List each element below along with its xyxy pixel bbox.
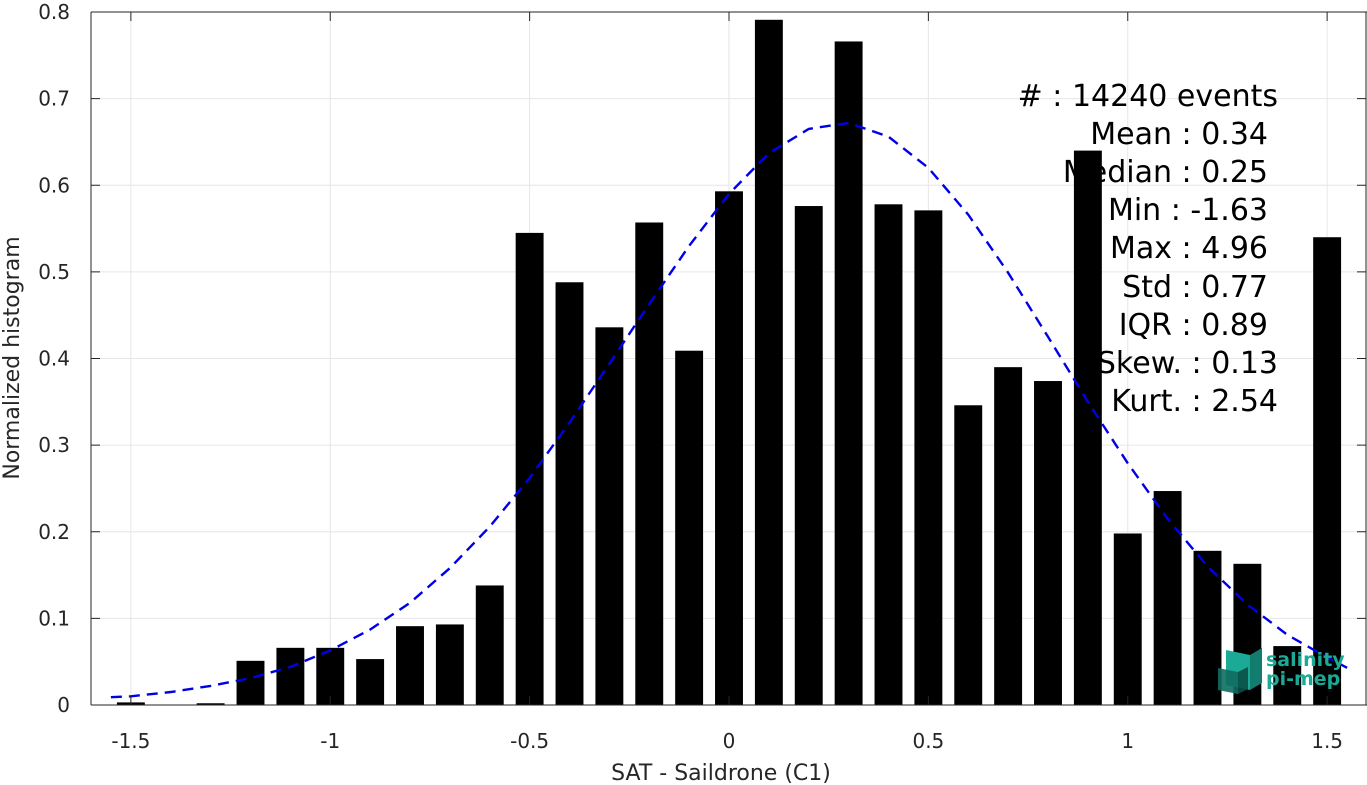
x-tick-label: -0.5 [510, 729, 549, 753]
x-axis-label: SAT - Saildrone (C1) [611, 761, 831, 785]
stat-kurt: Kurt. : 2.54 [1111, 384, 1278, 419]
histogram-bar [794, 206, 823, 706]
y-tick-label: 0.4 [38, 347, 70, 371]
x-axis-ticks: -1.5 -1 -0.5 0 0.5 1 1.5 [111, 12, 1343, 753]
stats-annotation: # : 14240 events Mean : 0.34 Median : 0.… [1018, 79, 1278, 419]
histogram-bar [1113, 533, 1142, 705]
stat-skew: Skew. : 0.13 [1097, 346, 1278, 381]
y-tick-label: 0.1 [38, 606, 70, 630]
histogram-bar [1273, 646, 1302, 705]
stat-median: Median : 0.25 [1063, 155, 1268, 190]
histogram-bar [994, 367, 1023, 705]
histogram-bar [1153, 491, 1182, 705]
y-tick-label: 0.3 [38, 433, 70, 457]
y-tick-label: 0.7 [38, 87, 70, 111]
y-axis-ticks: 0 0.1 0.2 0.3 0.4 0.5 0.6 0.7 0.8 [38, 0, 1366, 717]
histogram-bar [754, 19, 783, 705]
histogram-bar [635, 222, 664, 705]
histogram-bar [954, 405, 983, 705]
logo-line-2: pi-mep [1266, 668, 1340, 690]
histogram-bar [675, 350, 704, 705]
x-tick-label: 1.5 [1311, 729, 1343, 753]
y-tick-label: 0.8 [38, 0, 70, 24]
stat-mean: Mean : 0.34 [1090, 117, 1268, 152]
stat-std: Std : 0.77 [1122, 270, 1268, 305]
histogram-bar [874, 204, 903, 705]
histogram-bar [834, 41, 863, 705]
y-tick-label: 0.2 [38, 520, 70, 544]
histogram-bar [435, 624, 464, 705]
histogram-bar [515, 232, 544, 706]
histogram-bar [555, 282, 584, 705]
histogram-bar [356, 659, 385, 705]
histogram-bar [196, 703, 225, 705]
normal-fit-curve [110, 121, 1348, 699]
histogram-bar [1313, 237, 1342, 705]
x-tick-label: 0.5 [912, 729, 944, 753]
histogram-bar [276, 647, 305, 705]
bars [116, 19, 1342, 706]
histogram-bar [475, 585, 504, 705]
salinity-pimep-logo: salinity pi-mep [1218, 648, 1345, 694]
y-tick-label: 0.5 [38, 260, 70, 284]
histogram-bar [1034, 381, 1062, 705]
histogram-bar [1073, 150, 1102, 706]
stat-count: # : 14240 events [1018, 79, 1278, 114]
stat-iqr: IQR : 0.89 [1119, 308, 1268, 343]
histogram-bar [1193, 550, 1222, 705]
stat-min: Min : -1.63 [1108, 193, 1268, 228]
histogram-bar [715, 191, 743, 706]
histogram-bar [595, 327, 624, 705]
x-tick-label: 0 [723, 729, 736, 753]
histogram-bar [396, 626, 424, 705]
x-tick-label: -1.5 [111, 729, 150, 753]
y-tick-label: 0 [57, 693, 70, 717]
y-tick-label: 0.6 [38, 173, 70, 197]
histogram-bar [236, 660, 265, 705]
x-tick-label: 1 [1121, 729, 1134, 753]
logo-cube-icon [1218, 648, 1262, 694]
histogram-bar [914, 210, 943, 705]
logo-line-1: salinity [1266, 649, 1345, 671]
y-axis-label: Normalized histogram [0, 236, 25, 479]
x-tick-label: -1 [320, 729, 340, 753]
stat-max: Max : 4.96 [1110, 231, 1268, 266]
histogram-bar [316, 647, 345, 705]
